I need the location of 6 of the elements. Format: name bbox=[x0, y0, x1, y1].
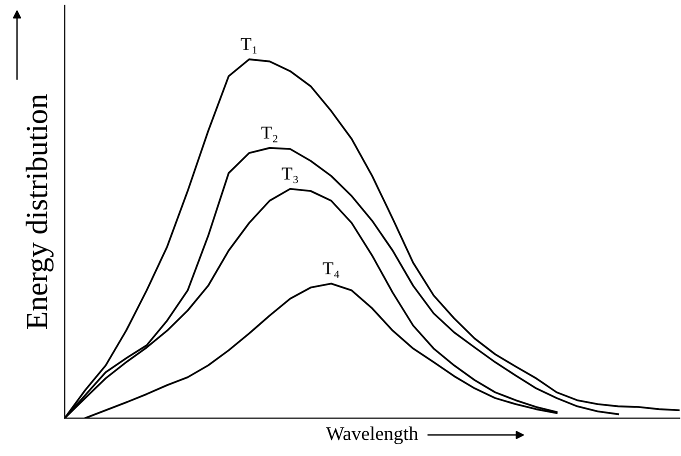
series-label: T₁ bbox=[240, 38, 257, 54]
x-axis-title: Wavelength bbox=[326, 426, 418, 444]
series-label: T₂ bbox=[261, 126, 278, 142]
series-label: T₄ bbox=[322, 262, 340, 278]
y-axis-title: Energy distribution bbox=[26, 94, 54, 330]
series-label: T₃ bbox=[282, 168, 298, 184]
